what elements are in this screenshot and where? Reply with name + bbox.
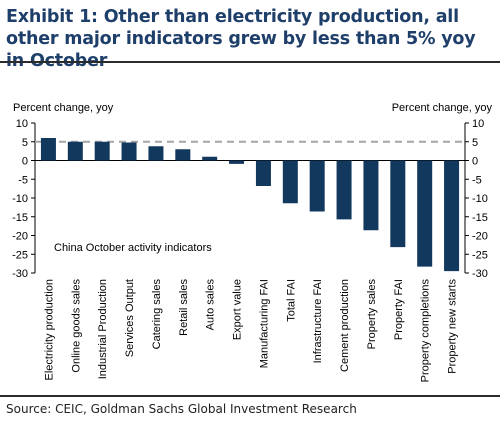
bar: [121, 142, 137, 161]
bar: [94, 141, 110, 161]
bar-chart: 10 5 0 -5 -10 -15 -20 -25 -30 10 5 0 -5 -10 -15 -20 -25…: [12, 102, 493, 383]
left-tick-label: -25: [12, 249, 28, 261]
right-tick-label: -5: [472, 174, 482, 186]
chart-title: Exhibit 1: Other than electricity produc…: [6, 7, 476, 71]
bar: [40, 138, 56, 161]
title-rule: [0, 61, 500, 63]
bar: [282, 160, 298, 204]
right-tick-label: -30: [472, 268, 488, 280]
source-rule: [0, 395, 500, 397]
left-axis-label: Percent change, yoy: [13, 102, 114, 114]
category-label: Services Output: [124, 279, 136, 357]
right-tick-label: -20: [472, 231, 488, 243]
source-note: Source: CEIC, Goldman Sachs Global Inves…: [6, 402, 357, 416]
category-label: Industrial Production: [97, 279, 109, 379]
left-tick-labels: 10 5 0 -5 -10 -15 -20 -25 -30: [12, 118, 28, 280]
chart-annotation: China October activity indicators: [54, 242, 212, 254]
bar: [390, 160, 406, 248]
right-tick-label: 0: [472, 156, 478, 168]
bar: [202, 156, 218, 161]
bar: [255, 160, 271, 186]
category-label: Electricity production: [43, 279, 55, 381]
left-tick-label: -20: [12, 231, 28, 243]
category-label: Property new starts: [447, 279, 459, 374]
left-tick-label: 5: [22, 137, 28, 149]
right-tick-label: -10: [472, 193, 488, 205]
category-label: Export value: [232, 279, 244, 340]
category-label: Property completions: [420, 279, 432, 383]
bar: [67, 141, 83, 161]
left-tick-label: -15: [12, 212, 28, 224]
category-label: Retail sales: [178, 279, 190, 336]
right-axis-label: Percent change, yoy: [392, 102, 493, 114]
category-label: Cement production: [339, 279, 351, 372]
left-tick-label: 10: [16, 118, 28, 130]
bar: [336, 160, 352, 220]
category-label: Auto sales: [205, 279, 217, 331]
category-label: Online goods sales: [70, 279, 82, 373]
category-label: Total FAI: [285, 279, 297, 322]
bar: [148, 146, 164, 161]
bar: [229, 160, 245, 164]
right-tick-label: 10: [472, 118, 484, 130]
bar: [175, 149, 191, 161]
bars-group: [40, 138, 460, 272]
bar: [417, 160, 433, 267]
category-label: Property sales: [366, 279, 378, 350]
left-tick-label: -5: [18, 174, 28, 186]
category-label: Property FAI: [393, 279, 405, 340]
right-tick-labels: 10 5 0 -5 -10 -15 -20 -25 -30: [472, 118, 488, 280]
right-tick-label: -15: [472, 212, 488, 224]
right-tick-label: -25: [472, 249, 488, 261]
category-label: Catering sales: [151, 279, 163, 350]
category-label: Infrastructure FAI: [312, 279, 324, 363]
left-tick-label: -10: [12, 193, 28, 205]
right-tick-label: 5: [472, 137, 478, 149]
bar: [444, 160, 460, 272]
left-tick-label: -30: [12, 268, 28, 280]
category-label: Manufacturing FAI: [258, 279, 270, 368]
bar: [309, 160, 325, 212]
left-tick-label: 0: [22, 156, 28, 168]
category-labels: Electricity production Online goods sales…: [43, 279, 458, 383]
bar: [363, 160, 379, 231]
